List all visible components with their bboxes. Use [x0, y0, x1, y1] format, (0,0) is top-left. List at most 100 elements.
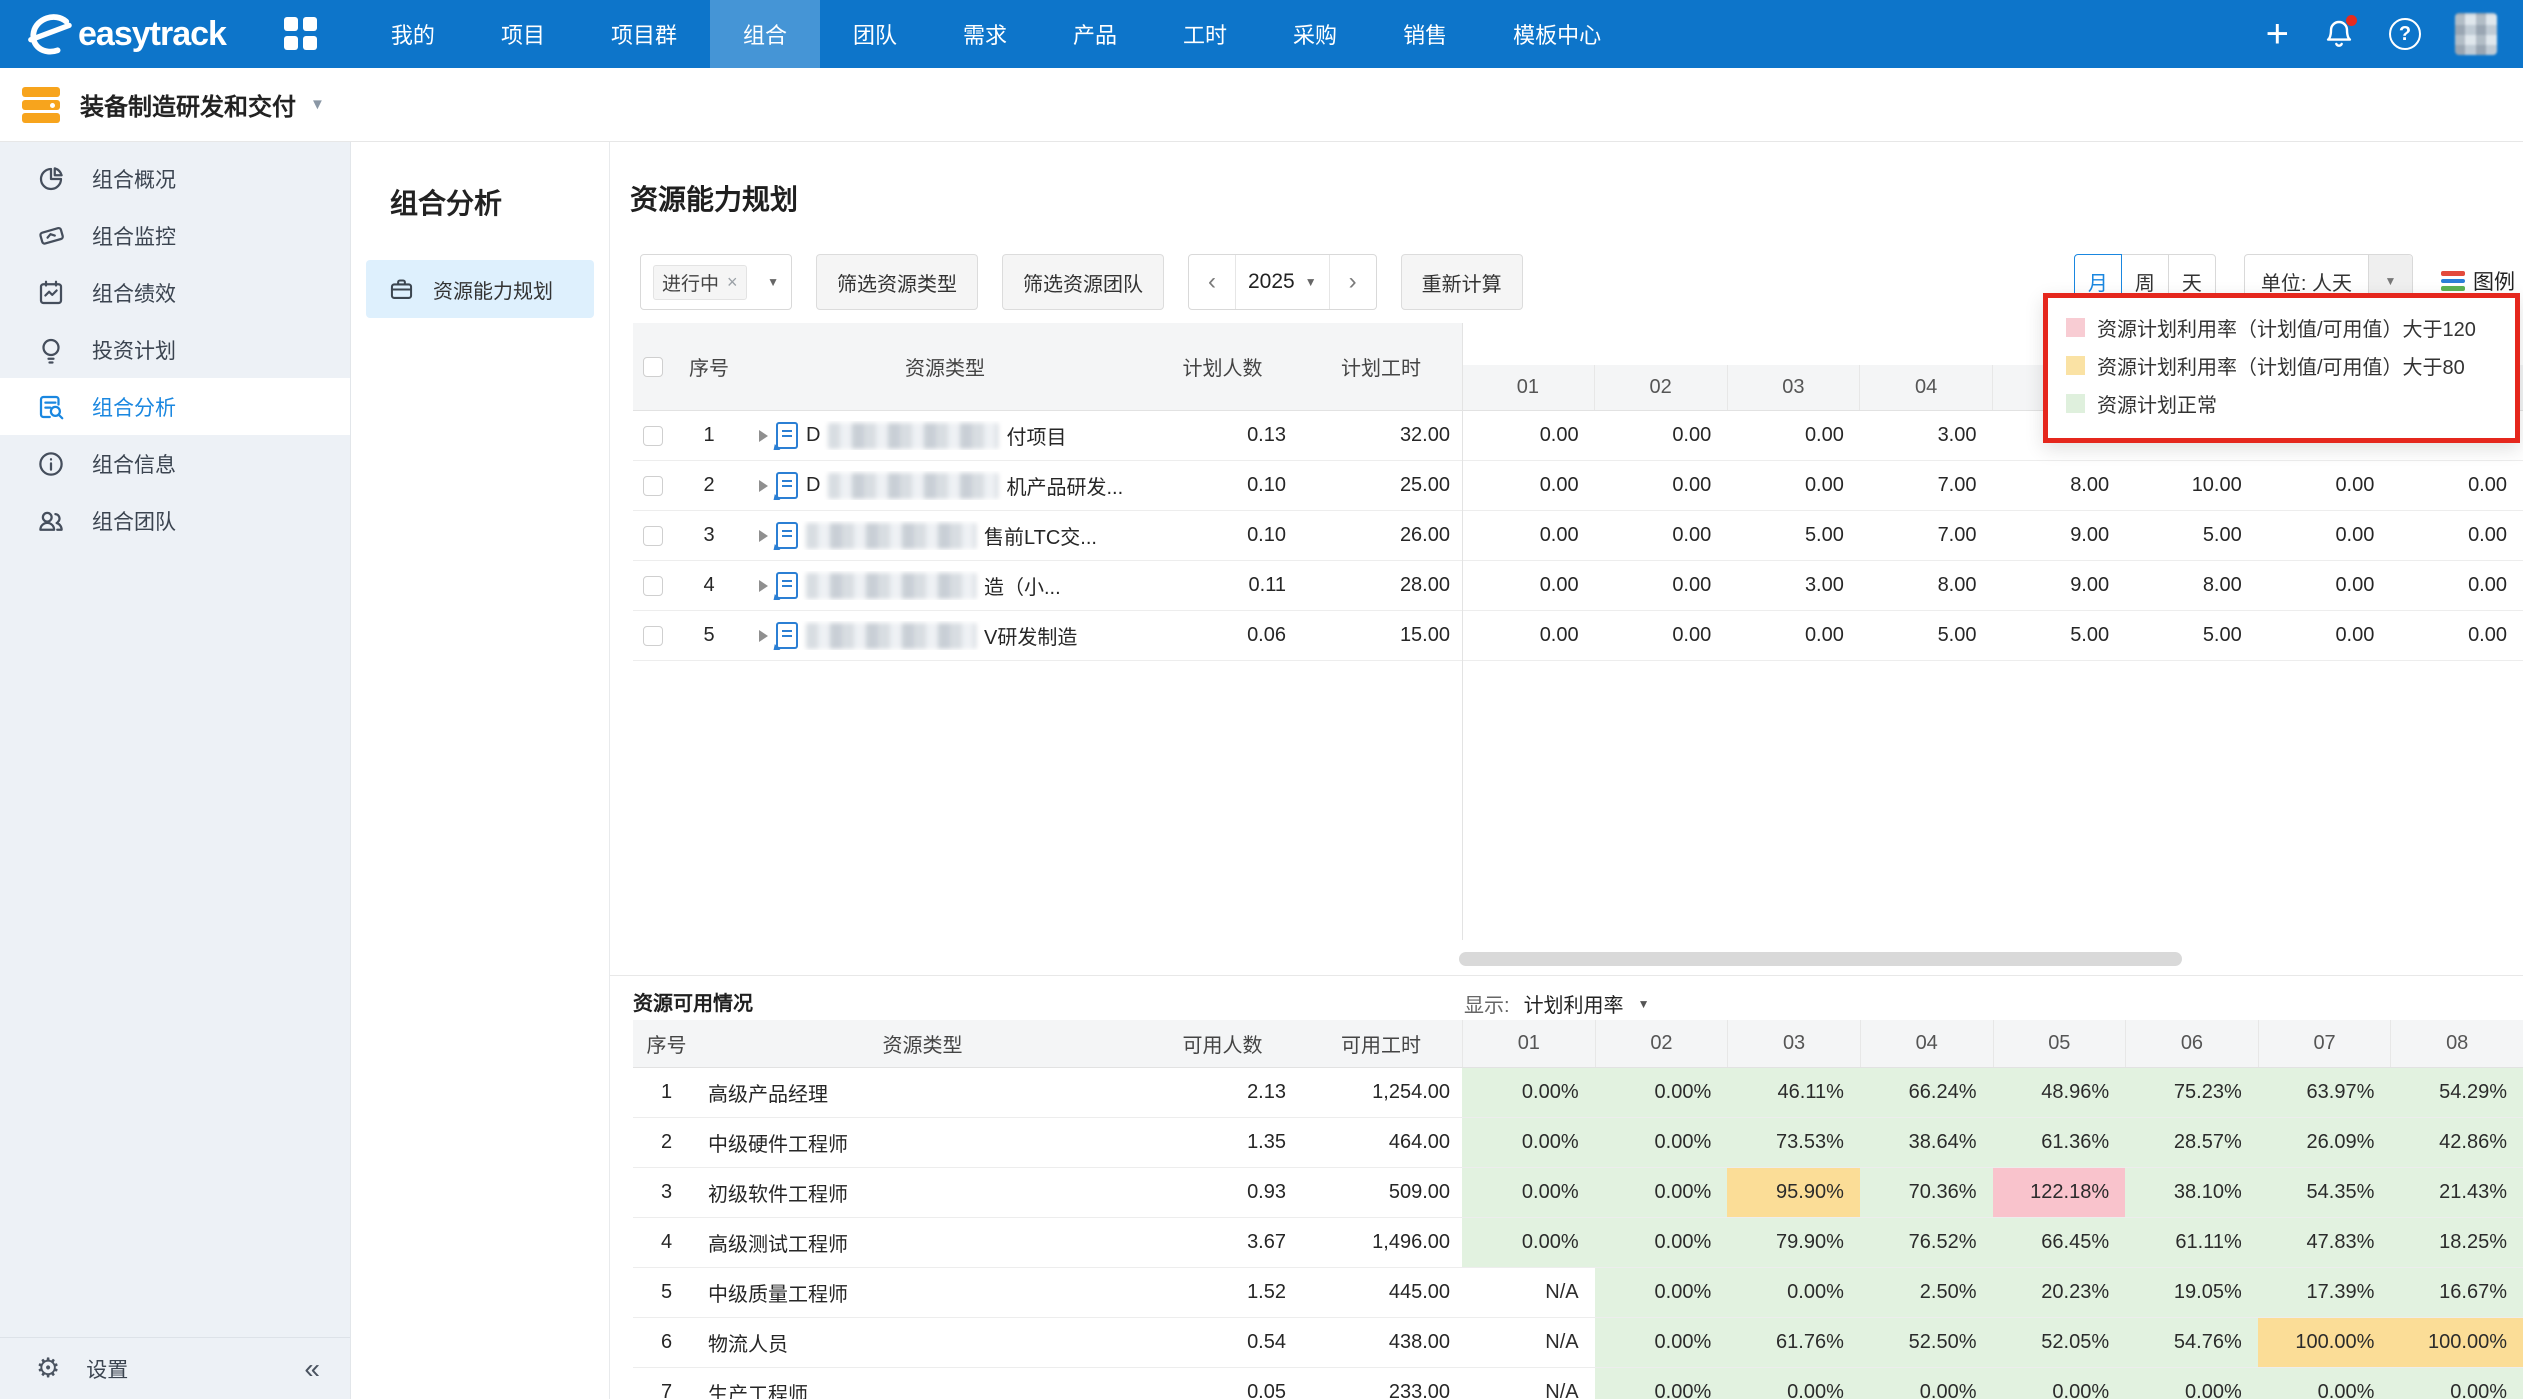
row-seq: 3 [660, 1181, 673, 1203]
filter-resource-type-button[interactable]: 筛选资源类型 [816, 254, 978, 310]
sidebar-item-portfolio-performance[interactable]: 组合绩效 [0, 264, 350, 321]
planned-hours-value: 15.00 [1399, 624, 1450, 646]
row-checkbox[interactable] [643, 625, 663, 646]
horizontal-scrollbar[interactable] [1459, 952, 2182, 966]
plan-month-value: 0.00 [1672, 624, 1712, 646]
column-header-resource-type: 资源类型 [905, 358, 985, 380]
legend-button-label: 图例 [2473, 271, 2515, 294]
user-avatar[interactable] [2455, 13, 2497, 55]
expand-caret-icon[interactable] [759, 529, 768, 542]
nav-item[interactable]: 项目群 [610, 23, 677, 48]
utilization-value-cell: 0.00% [2257, 1368, 2391, 1399]
month-column-header: 03 [1727, 1020, 1860, 1067]
expand-caret-icon[interactable] [759, 479, 768, 492]
nav-item[interactable]: 项目 [500, 23, 545, 48]
utilization-value-cell: N/A [1462, 1368, 1595, 1399]
status-filter-select[interactable]: 进行中 × ▼ [640, 254, 792, 310]
utilization-month-values: N/A 0.00% 0.00% 2.50% 20.23% 19.05% 17.39% 16.6… [1462, 1268, 2523, 1317]
year-select[interactable]: 2025 ▼ [1235, 255, 1330, 309]
subnav-item-resource-capacity[interactable]: 资源能力规划 [366, 260, 594, 318]
plan-month-values: 0.00 0.00 5.00 7.00 9.00 5.00 0.00 0.00 [1462, 511, 2523, 560]
row-checkbox[interactable] [643, 475, 663, 496]
plan-table-row: 3 售前LTC交... 0.10 26.00 0.00 0.00 5.00 7.00 9.00 5… [633, 511, 2523, 561]
sidebar-item-portfolio-team[interactable]: 组合团队 [0, 492, 350, 549]
plan-month-value: 0.00 [1672, 524, 1712, 546]
nav-item[interactable]: 我的 [390, 23, 435, 48]
column-header-planned-hours: 计划工时 [1341, 358, 1421, 380]
row-checkbox-cell [633, 475, 673, 496]
plan-month-value: 0.00 [1672, 424, 1712, 446]
row-seq: 6 [660, 1331, 673, 1353]
utilization-value-cell: 26.09% [2257, 1118, 2391, 1167]
nav-item[interactable]: 工时 [1183, 23, 1228, 48]
nav-item[interactable]: 销售 [1403, 23, 1448, 48]
tag-remove-icon[interactable]: × [727, 271, 738, 292]
brand-logo[interactable]: easytrack [26, 11, 227, 57]
plan-month-value: 0.00 [1539, 524, 1579, 546]
legend-button[interactable]: 图例 [2441, 266, 2515, 296]
notifications-bell-icon[interactable] [2323, 15, 2357, 50]
sidebar-item-portfolio-monitor[interactable]: 组合监控 [0, 207, 350, 264]
workspace-switcher-caret[interactable]: ▼ [310, 96, 325, 113]
project-name-cell: D 机产品研发... [745, 471, 1145, 500]
row-checkbox[interactable] [643, 525, 663, 546]
utilization-month-values: 0.00% 0.00% 73.53% 38.64% 61.36% 28.57% 26.09%… [1462, 1118, 2523, 1167]
plan-month-values: 0.00 0.00 0.00 7.00 8.00 10.00 0.00 0.00 [1462, 461, 2523, 510]
row-checkbox[interactable] [643, 575, 663, 596]
plan-month-value: 5.00 [2070, 624, 2110, 646]
project-doc-icon [776, 572, 798, 599]
resource-type-value: 高级测试工程师 [708, 1234, 848, 1256]
next-year-icon[interactable]: › [1348, 268, 1357, 295]
row-checkbox[interactable] [643, 425, 663, 446]
plan-month-value: 0.00 [2468, 624, 2507, 646]
nav-item[interactable]: 模板中心 [1513, 23, 1602, 48]
filter-resource-team-button[interactable]: 筛选资源团队 [1002, 254, 1164, 310]
create-plus-icon[interactable]: + [2265, 12, 2289, 56]
plan-month-value: 0.00 [1672, 474, 1712, 496]
row-checkbox-cell [633, 525, 673, 546]
month-column-header: 04 [1859, 365, 1992, 410]
recalculate-button[interactable]: 重新计算 [1400, 254, 1523, 310]
sidebar-item-portfolio-analysis[interactable]: 组合分析 [0, 378, 350, 435]
project-name-suffix: 售前LTC交... [984, 527, 1097, 549]
utilization-value-cell: 0.00% [1462, 1068, 1595, 1117]
select-all-checkbox[interactable] [643, 356, 663, 377]
prev-year-icon[interactable]: ‹ [1208, 268, 1216, 295]
nav-item[interactable]: 采购 [1293, 23, 1338, 48]
status-filter-tag: 进行中 × [653, 264, 747, 300]
availability-table-body: 1 高级产品经理 2.13 1,254.00 0.00% 0.00% 46.11% 66.24… [633, 1068, 2523, 1399]
sidebar-item-portfolio-info[interactable]: 组合信息 [0, 435, 350, 492]
settings-label[interactable]: 设置 [86, 1358, 129, 1382]
sidebar-item-investment-plan[interactable]: 投资计划 [0, 321, 350, 378]
column-header-planned-people: 计划人数 [1182, 358, 1263, 380]
apps-grid-icon[interactable] [283, 17, 318, 51]
utilization-month-values: 0.00% 0.00% 79.90% 76.52% 66.45% 61.11% 47.83%… [1462, 1218, 2523, 1267]
nav-items: 我的 项目 项目群 组合 团队 需求 产品 工时 采购 销售 模板中心 [358, 0, 1634, 68]
nav-item[interactable]: 产品 [1073, 23, 1118, 48]
expand-caret-icon[interactable] [759, 429, 768, 442]
settings-gear-icon[interactable]: ⚙ [36, 1353, 61, 1383]
plan-month-value: 8.00 [2202, 574, 2242, 596]
available-people-value: 1.35 [1247, 1131, 1286, 1153]
nav-item[interactable]: 组合 [709, 0, 820, 68]
expand-caret-icon[interactable] [759, 629, 768, 642]
utilization-value-cell: 66.24% [1859, 1068, 1993, 1117]
display-mode-control[interactable]: 显示: 计划利用率 ▼ [1464, 989, 1649, 1018]
help-icon[interactable]: ? [2389, 18, 2421, 50]
nav-item[interactable]: 团队 [852, 23, 897, 48]
project-name-cell: D 付项目 [745, 421, 1145, 450]
utilization-month-values: N/A 0.00% 61.76% 52.50% 52.05% 54.76% 100.00% 1… [1462, 1318, 2523, 1367]
nav-right-actions: + ? [2266, 13, 2497, 55]
nav-item[interactable]: 需求 [963, 23, 1008, 48]
availability-section-title: 资源可用情况 [633, 993, 753, 1015]
utilization-value-cell: 17.39% [2257, 1268, 2391, 1317]
pie-chart-icon [39, 166, 63, 190]
expand-caret-icon[interactable] [759, 579, 768, 592]
utilization-value-cell: 122.18% [1992, 1168, 2126, 1217]
utilization-value-cell: 0.00% [1462, 1218, 1595, 1267]
sidebar-item-portfolio-overview[interactable]: 组合概况 [0, 150, 350, 207]
sidebar-item-label: 组合概况 [92, 168, 176, 192]
project-name-cell: 造（小... [745, 571, 1145, 600]
collapse-sidebar-icon[interactable]: « [304, 1352, 320, 1384]
